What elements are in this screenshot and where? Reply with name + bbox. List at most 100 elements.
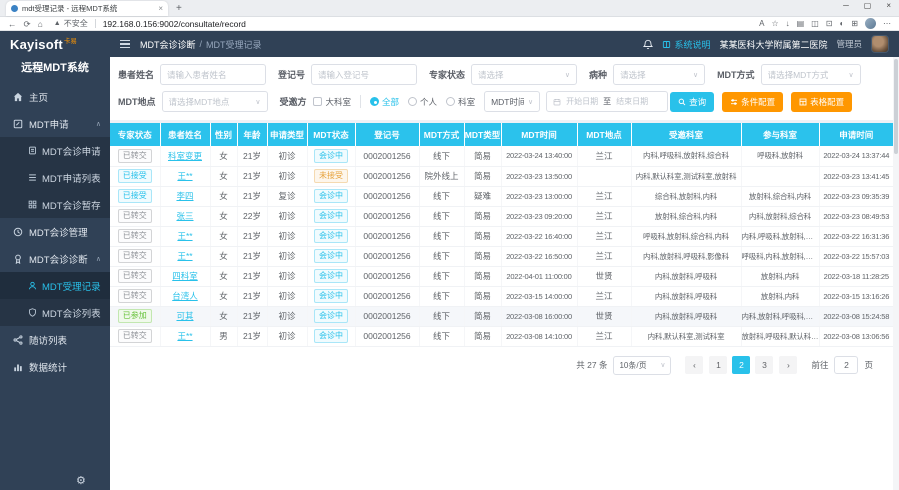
patient-name-link[interactable]: 李四 <box>176 191 194 201</box>
sidebar-item-mdt-accept-record[interactable]: MDT受理记录 <box>0 272 110 299</box>
expert-status-select[interactable]: 请选择 ∨ <box>471 64 578 85</box>
sidebar-item-mdt-consult-draft[interactable]: MDT会诊暂存 <box>0 191 110 218</box>
cell-invited-depts: 呼吸科,放射科,综合科,内科 <box>631 226 742 247</box>
date-range-input[interactable]: 开始日期 至 结束日期 <box>546 91 669 112</box>
patient-name-link[interactable]: 四科室 <box>172 271 198 281</box>
scrollbar[interactable] <box>893 57 899 490</box>
sidebar-toggle-icon[interactable] <box>120 39 130 49</box>
column-header: 参与科室 <box>741 123 820 146</box>
scrollbar-thumb[interactable] <box>894 59 898 154</box>
user-avatar[interactable] <box>871 35 889 53</box>
disease-label: 病种 <box>589 70 608 80</box>
cell-apply-time: 2022-03-22 15:57:03 <box>819 246 893 267</box>
search-button-label: 查询 <box>689 96 707 107</box>
window-maximize-icon[interactable]: ▢ <box>863 1 872 10</box>
split-screen-icon[interactable]: ◫ <box>811 18 819 28</box>
breadcrumb-section[interactable]: MDT会诊诊断 <box>140 39 196 50</box>
cell-participating-depts: 内科,放射科,综合科 <box>741 206 820 227</box>
date-to-label: 至 <box>603 97 612 106</box>
tab-close-icon[interactable]: × <box>158 4 163 13</box>
cell-participating-depts <box>741 166 820 187</box>
sidebar-item-mdt-apply[interactable]: MDT申请 ∧ <box>0 110 110 137</box>
search-button[interactable]: 查询 <box>670 91 715 112</box>
disease-select[interactable]: 请选择 ∨ <box>613 64 706 85</box>
time-type-select[interactable]: MDT时间 ∨ <box>484 91 541 112</box>
invitee-radio-personal[interactable]: 个人 <box>408 96 437 108</box>
logo-suffix: 卡易 <box>63 38 77 45</box>
cell-age: 21岁 <box>237 186 268 207</box>
dept-group-checkbox[interactable] <box>312 97 322 106</box>
patient-name-link[interactable]: 科室变更 <box>167 150 202 161</box>
reg-no-input[interactable] <box>311 64 418 85</box>
radio-label: 科室 <box>458 96 476 107</box>
extensions-icon[interactable]: ⊞ <box>851 18 858 28</box>
tab-favicon-icon <box>11 5 18 12</box>
select-placeholder: 请选择MDT方式 <box>767 69 829 80</box>
sidebar-item-label: MDT会诊暂存 <box>42 200 101 212</box>
cell-mdt-mode: 线下 <box>419 266 465 287</box>
cell-invited-depts: 内科,放射科,呼吸科 <box>631 286 742 307</box>
page-button[interactable]: 1 <box>709 356 728 374</box>
browser-profile-avatar[interactable] <box>865 18 876 29</box>
window-close-icon[interactable]: × <box>886 1 891 10</box>
cell-mdt-location: 兰江 <box>577 226 632 247</box>
browser-menu-icon[interactable]: ⋯ <box>883 18 891 28</box>
security-indicator[interactable]: ▲ 不安全 <box>54 18 88 29</box>
cell-age: 21岁 <box>237 266 268 287</box>
invitee-radio-dept[interactable]: 科室 <box>446 96 475 108</box>
condition-config-button[interactable]: 条件配置 <box>722 91 784 112</box>
system-help-link[interactable]: 系统说明 <box>662 38 710 51</box>
cell-mdt-location: 兰江 <box>577 326 632 347</box>
home-icon[interactable]: ⌂ <box>37 18 43 29</box>
new-tab-button[interactable]: + <box>176 3 182 14</box>
patient-name-link[interactable]: 王** <box>177 171 193 181</box>
patient-name-link[interactable]: 王** <box>177 331 193 341</box>
patient-name-link[interactable]: 台湾人 <box>172 291 198 301</box>
cell-expert-status: 已接受 <box>110 166 161 187</box>
sidebar-item-mdt-diagnosis[interactable]: MDT会诊诊断 ∧ <box>0 245 110 272</box>
sidebar-item-mdt-consult-list[interactable]: MDT会诊列表 <box>0 299 110 326</box>
download-icon[interactable]: ↓ <box>785 18 790 28</box>
mdt-location-select[interactable]: 请选择MDT地点 ∨ <box>161 91 268 112</box>
sidebar-item-home[interactable]: 主页 <box>0 83 110 110</box>
patient-name-input[interactable] <box>160 64 267 85</box>
url-field[interactable]: 192.168.0.156:9002/consultate/record <box>102 18 246 29</box>
screenshot-icon[interactable]: ⊡ <box>825 18 833 28</box>
form-icon <box>13 119 23 128</box>
goto-page-input[interactable] <box>834 356 859 374</box>
table-config-button[interactable]: 表格配置 <box>791 91 853 112</box>
back-icon[interactable]: ← <box>8 18 17 29</box>
sidebar-item-label: MDT会诊列表 <box>42 308 101 320</box>
page-button[interactable]: 2 <box>732 356 751 374</box>
sidebar-item-statistics[interactable]: 数据统计 <box>0 353 110 380</box>
cell-name: 张三 <box>160 206 211 227</box>
favorite-star-icon[interactable]: ☆ <box>771 18 779 28</box>
sidebar-item-mdt-manage[interactable]: MDT会诊管理 <box>0 218 110 245</box>
mdt-mode-select[interactable]: 请选择MDT方式 ∨ <box>760 64 861 85</box>
copilot-icon[interactable]: ◐ <box>839 18 845 28</box>
page-size-select[interactable]: 10条/页 ∨ <box>613 355 672 375</box>
sidebar-item-followup-list[interactable]: 随访列表 <box>0 326 110 353</box>
notification-bell-icon[interactable] <box>643 39 654 50</box>
next-page-button[interactable]: › <box>779 356 798 374</box>
patient-name-link[interactable]: 王** <box>177 251 193 261</box>
patient-name-link[interactable]: 可其 <box>176 311 194 321</box>
invitee-radio-all[interactable]: 全部 <box>370 96 399 108</box>
window-minimize-icon[interactable]: ─ <box>843 1 849 10</box>
browser-tab[interactable]: mdt受理记录 - 远程MDT系统 × <box>6 1 168 16</box>
collections-icon[interactable]: ▤ <box>796 18 805 28</box>
refresh-icon[interactable]: ⟳ <box>23 18 31 29</box>
settings-gear-icon[interactable]: ⚙ <box>76 475 86 487</box>
sidebar-item-mdt-consult-apply[interactable]: MDT会诊申请 <box>0 137 110 164</box>
cell-mdt-location: 兰江 <box>577 246 632 267</box>
page-button[interactable]: 3 <box>755 356 774 374</box>
patient-name-label: 患者姓名 <box>118 70 155 80</box>
sidebar-item-mdt-apply-list[interactable]: MDT申请列表 <box>0 164 110 191</box>
patient-name-link[interactable]: 王** <box>177 231 193 241</box>
patient-name-link[interactable]: 张三 <box>176 211 194 221</box>
dept-group-checkbox-label[interactable]: 大科室 <box>325 96 352 107</box>
cell-invited-depts: 内科,默认科室,测试科室,放射科 <box>631 166 742 187</box>
prev-page-button[interactable]: ‹ <box>685 356 704 374</box>
select-placeholder: 请选择 <box>620 69 646 80</box>
translate-icon[interactable]: A <box>759 18 765 28</box>
